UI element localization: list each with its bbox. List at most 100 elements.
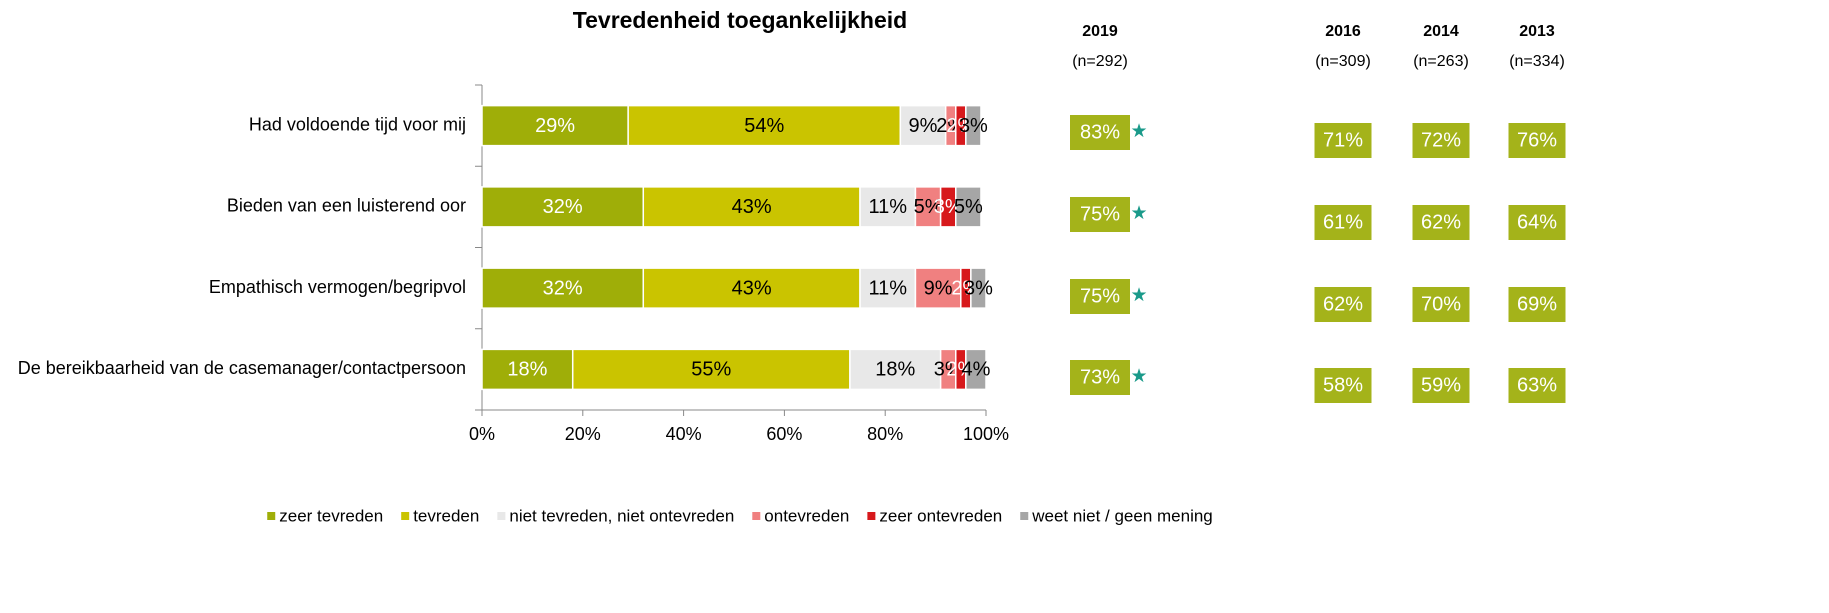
bar-segment (965, 104, 982, 147)
value-label: 18% (507, 359, 547, 381)
legend-label: tevreden (413, 506, 479, 525)
bar-segment (571, 348, 851, 391)
score-label: 75% (1080, 203, 1120, 225)
legend-label: ontevreden (764, 506, 849, 525)
bar-segment (481, 186, 645, 228)
value-label: 3% (959, 115, 988, 137)
score-box (1070, 279, 1130, 314)
bar-segment (849, 348, 942, 391)
score-box (1412, 368, 1470, 403)
score-label: 75% (1080, 285, 1120, 307)
x-tick-label: 80% (867, 424, 903, 444)
score-box (1412, 123, 1470, 158)
score-label: 69% (1517, 293, 1557, 315)
bar-segment (970, 267, 987, 309)
score-box (1314, 287, 1372, 322)
score-label: 71% (1323, 129, 1363, 151)
bar-segment (642, 267, 861, 309)
value-label: 54% (744, 115, 784, 137)
significance-marker: ★ (1130, 366, 1147, 387)
x-tick-label: 20% (565, 424, 601, 444)
score-box (1508, 287, 1566, 322)
legend-label: zeer tevreden (279, 506, 383, 525)
bar-segment (627, 104, 902, 147)
legend-swatch (401, 512, 410, 520)
significance-marker: ★ (1130, 121, 1147, 142)
value-label: 55% (691, 359, 731, 381)
bar-segment (955, 186, 982, 228)
value-label: 18% (875, 359, 915, 381)
value-label: 11% (868, 277, 907, 299)
value-label: 5% (954, 196, 983, 218)
score-label: 62% (1421, 211, 1461, 233)
significance-marker: ★ (1130, 285, 1147, 306)
score-box (1412, 287, 1470, 322)
score-box (1314, 123, 1372, 158)
score-label: 83% (1080, 121, 1120, 143)
score-label: 62% (1323, 293, 1363, 315)
score-box (1314, 368, 1372, 403)
n-label: (n=334) (1509, 53, 1565, 70)
value-label: 9% (909, 115, 938, 137)
year-header: 2013 (1519, 23, 1555, 40)
score-label: 59% (1421, 374, 1461, 396)
category-label: Had voldoende tijd voor mij (249, 114, 466, 134)
legend-swatch (267, 512, 276, 520)
score-box (1508, 123, 1566, 158)
bar-segment (914, 267, 962, 309)
value-label: 5% (914, 196, 943, 218)
bar-segment (899, 104, 947, 147)
value-label: 11% (868, 196, 907, 218)
score-label: 76% (1517, 129, 1557, 151)
score-label: 73% (1080, 366, 1120, 388)
bar-segment (481, 267, 645, 309)
legend-label: weet niet / geen mening (1031, 506, 1213, 525)
year-header: 2016 (1325, 23, 1361, 40)
value-label: 43% (732, 196, 772, 218)
x-tick-label: 60% (766, 424, 802, 444)
score-label: 61% (1323, 211, 1363, 233)
x-tick-label: 0% (469, 424, 495, 444)
category-label: Empathisch vermogen/begripvol (209, 277, 466, 297)
value-label: 32% (543, 196, 583, 218)
value-label: 3% (964, 277, 993, 299)
bar-segment (642, 186, 861, 228)
score-label: 72% (1421, 129, 1461, 151)
category-label: Bieden van een luisterend oor (227, 196, 466, 216)
score-box (1508, 205, 1566, 240)
bar-segment (965, 348, 987, 391)
bar-segment (859, 267, 917, 309)
chart-title: Tevredenheid toegankelijkheid (573, 7, 907, 33)
score-label: 64% (1517, 211, 1557, 233)
bar-segment (859, 186, 917, 228)
score-box (1412, 205, 1470, 240)
value-label: 4% (961, 359, 990, 381)
legend-swatch (752, 512, 761, 520)
score-label: 70% (1421, 293, 1461, 315)
category-label: De bereikbaarheid van de casemanager/con… (18, 358, 466, 378)
legend-label: niet tevreden, niet ontevreden (509, 506, 734, 525)
legend-swatch (1020, 512, 1029, 520)
legend-swatch (867, 512, 876, 520)
year-header: 2019 (1082, 23, 1118, 40)
score-box (1070, 197, 1130, 232)
score-box (1508, 368, 1566, 403)
score-label: 63% (1517, 374, 1557, 396)
significance-marker: ★ (1130, 203, 1147, 224)
n-label: (n=292) (1072, 53, 1128, 70)
year-header: 2014 (1423, 23, 1459, 40)
n-label: (n=263) (1413, 53, 1469, 70)
score-box (1314, 205, 1372, 240)
value-label: 29% (535, 115, 575, 137)
value-label: 32% (543, 277, 583, 299)
x-tick-label: 40% (666, 424, 702, 444)
score-box (1070, 360, 1130, 395)
legend-swatch (497, 512, 506, 520)
bar-segment (481, 348, 574, 391)
score-box (1070, 115, 1130, 150)
x-tick-label: 100% (963, 424, 1009, 444)
n-label: (n=309) (1315, 53, 1371, 70)
score-label: 58% (1323, 374, 1363, 396)
legend-label: zeer ontevreden (879, 506, 1002, 525)
